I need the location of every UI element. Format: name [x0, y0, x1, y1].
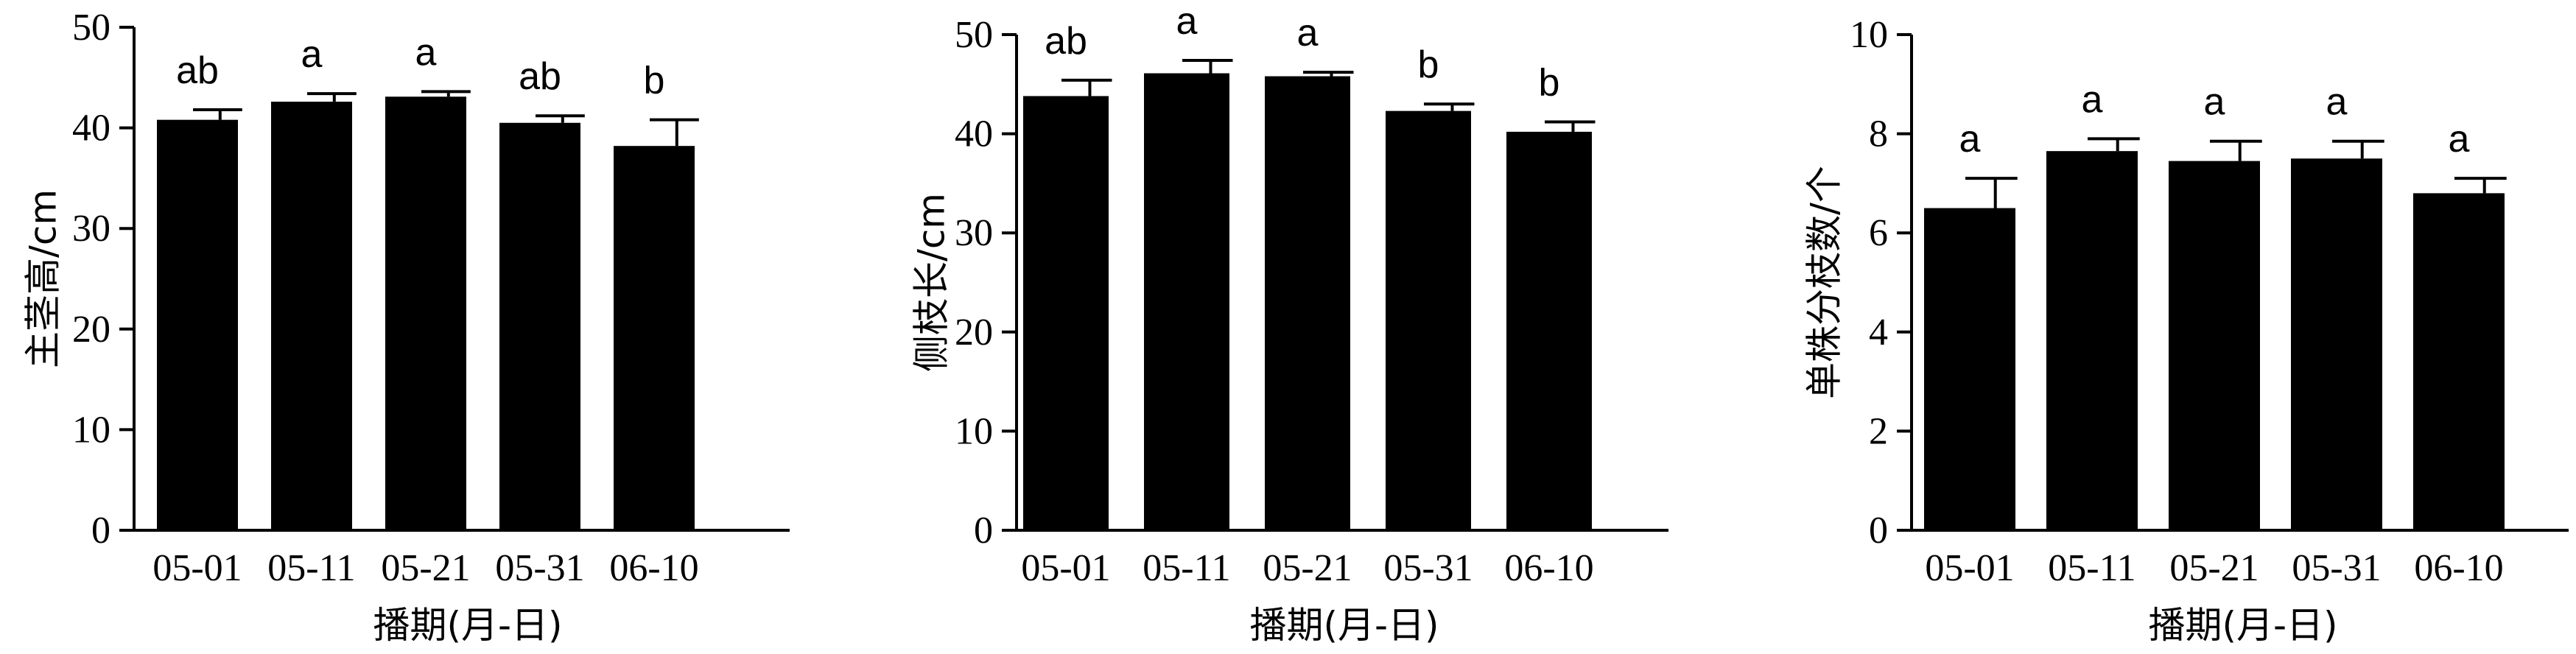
- x-axis-title: 播期(月-日): [1249, 604, 1439, 647]
- x-tick-label: 05-01: [152, 547, 242, 589]
- x-tick-label: 06-10: [609, 547, 698, 589]
- y-tick-label: 20: [72, 309, 110, 351]
- bar: [1924, 208, 2015, 530]
- significance-label: b: [1539, 61, 1560, 104]
- y-axis-title: 单株分枝数/个: [1803, 166, 1846, 399]
- y-tick-label: 10: [72, 409, 110, 451]
- significance-label: ab: [1045, 20, 1087, 63]
- significance-label: b: [1418, 43, 1439, 86]
- y-tick-label: 0: [91, 510, 110, 552]
- x-tick-label: 05-21: [1263, 547, 1352, 589]
- x-tick-label: 05-21: [381, 547, 470, 589]
- significance-label: a: [2204, 81, 2225, 124]
- significance-label: a: [1297, 12, 1319, 54]
- y-tick-label: 0: [974, 510, 993, 552]
- bar: [1506, 131, 1592, 530]
- x-tick-label: 06-10: [2414, 547, 2503, 589]
- x-tick-label: 05-21: [2169, 547, 2259, 589]
- bar: [271, 102, 352, 531]
- y-tick-label: 8: [1869, 113, 1888, 155]
- y-tick-label: 40: [72, 108, 110, 150]
- significance-label: a: [2449, 118, 2470, 161]
- bar: [2291, 158, 2382, 530]
- bar: [2413, 193, 2505, 530]
- y-tick-label: 10: [1850, 14, 1888, 56]
- x-tick-label: 06-10: [1504, 547, 1593, 589]
- y-tick-label: 6: [1869, 212, 1888, 254]
- significance-label: b: [644, 60, 665, 102]
- significance-label: ab: [176, 49, 219, 92]
- x-axis-title: 播期(月-日): [2148, 604, 2337, 647]
- significance-label: a: [301, 33, 323, 76]
- bar: [2046, 151, 2138, 530]
- y-axis-title: 侧枝长/cm: [910, 193, 953, 372]
- x-tick-label: 05-01: [1021, 547, 1110, 589]
- bar: [1144, 73, 1229, 530]
- chart-panel-3: 0 2 4 6 8 10 单株分枝数/个 a 05-01 a 05-11 a 05-21 a 05-31 a 0…: [1803, 14, 2569, 647]
- y-tick-label: 10: [955, 410, 993, 452]
- y-axis-title: 主茎高/cm: [22, 189, 65, 368]
- x-tick-label: 05-11: [1143, 547, 1230, 589]
- x-tick-label: 05-01: [1925, 547, 2014, 589]
- significance-label: a: [2326, 81, 2348, 124]
- y-tick-label: 30: [72, 208, 110, 250]
- x-tick-label: 05-31: [1383, 547, 1473, 589]
- significance-label: a: [1176, 0, 1198, 43]
- y-tick-label: 50: [955, 14, 993, 56]
- y-tick-label: 0: [1869, 510, 1888, 552]
- y-tick-label: 2: [1869, 410, 1888, 452]
- x-tick-label: 05-11: [267, 547, 355, 589]
- y-tick-label: 50: [72, 7, 110, 49]
- significance-label: a: [2082, 78, 2103, 121]
- x-axis-title: 播期(月-日): [373, 604, 562, 647]
- bar: [2169, 161, 2260, 531]
- chart-panel-2: 0 10 20 30 40 50 侧枝长/cm ab 05-01 a 05-11 a 05-21 b 05-…: [910, 0, 1668, 647]
- bar: [1386, 110, 1471, 531]
- bar: [385, 96, 466, 530]
- significance-label: a: [415, 31, 437, 74]
- x-tick-label: 05-31: [495, 547, 584, 589]
- y-tick-label: 30: [955, 212, 993, 254]
- chart-panel-1: 0 10 20 30 40 50 主茎高/cm ab 05-01 a 05-11 a 05-21 ab 05…: [22, 7, 790, 647]
- y-tick-label: 20: [955, 312, 993, 354]
- significance-label: a: [1959, 118, 1981, 161]
- bar: [1023, 96, 1109, 530]
- bar: [614, 146, 695, 531]
- y-tick-label: 40: [955, 113, 993, 155]
- y-tick-label: 4: [1869, 312, 1888, 354]
- bar: [499, 122, 580, 530]
- x-tick-label: 05-31: [2292, 547, 2381, 589]
- significance-label: ab: [519, 55, 561, 98]
- bar: [1265, 76, 1350, 531]
- x-tick-label: 05-11: [2048, 547, 2135, 589]
- bar: [157, 119, 238, 530]
